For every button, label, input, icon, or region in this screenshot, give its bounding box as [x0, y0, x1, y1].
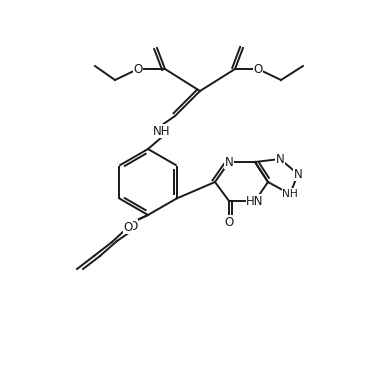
Text: O: O	[224, 215, 233, 229]
Text: NH: NH	[153, 125, 171, 138]
Text: O: O	[123, 221, 132, 233]
Text: O: O	[253, 62, 263, 76]
Text: N: N	[276, 153, 285, 166]
Text: N: N	[225, 156, 233, 169]
Text: N: N	[294, 168, 302, 181]
Text: O: O	[128, 220, 137, 233]
Text: HN: HN	[246, 194, 264, 208]
Text: NH: NH	[282, 189, 298, 199]
Text: O: O	[133, 62, 142, 76]
